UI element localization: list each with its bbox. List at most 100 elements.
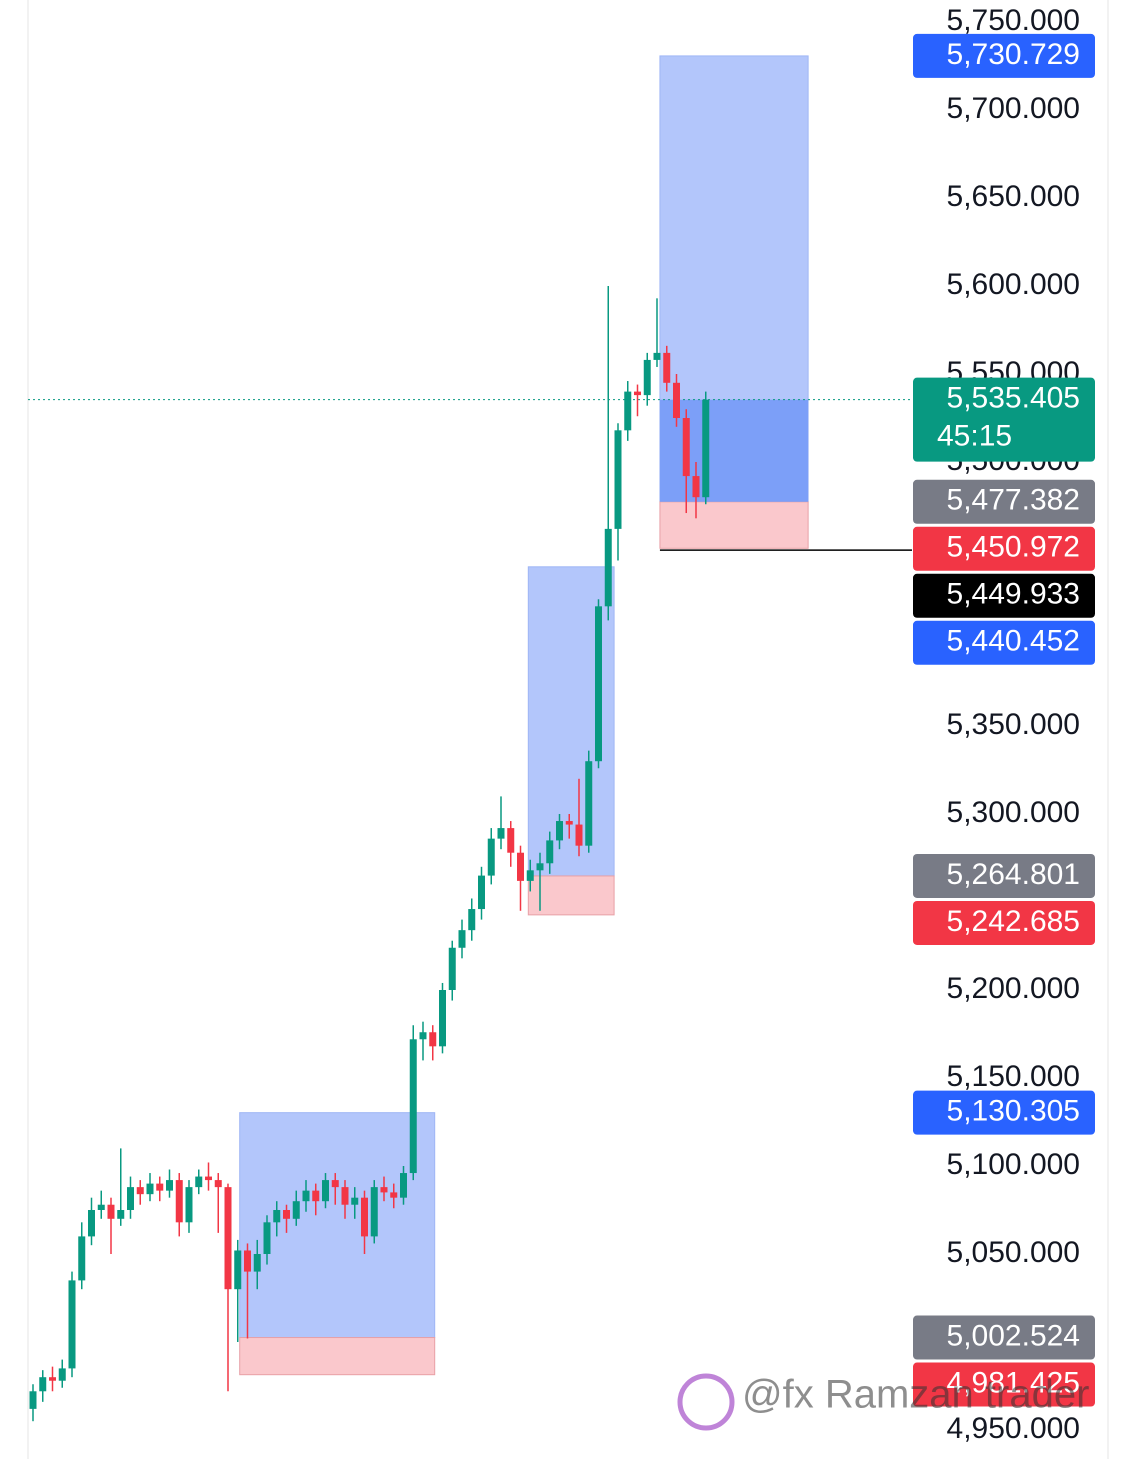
candle-body [653, 352, 661, 360]
y-tick-label: 5,350.000 [947, 708, 1080, 741]
price-badge [913, 1090, 1095, 1135]
candle-body [673, 382, 680, 418]
candle-body [224, 1187, 232, 1290]
y-tick-label: 5,300.000 [947, 796, 1080, 829]
price-badge [913, 853, 1095, 898]
price-badge-label: 5,477.382 [947, 484, 1080, 517]
candle-body [39, 1377, 47, 1392]
price-badge [913, 573, 1095, 618]
candle-body [136, 1187, 144, 1195]
candle-body [604, 528, 612, 607]
candle-body [244, 1250, 251, 1272]
price-badge [913, 900, 1095, 945]
y-tick-label: 5,700.000 [947, 92, 1080, 125]
candle-body [575, 824, 583, 846]
candle-body [624, 391, 632, 431]
candle-body [88, 1210, 95, 1237]
candle-body [595, 606, 602, 762]
y-tick-label: 5,750.000 [947, 4, 1080, 37]
candle-body [682, 418, 690, 477]
y-tick-label: 5,050.000 [947, 1236, 1080, 1269]
watermark-logo [677, 1373, 735, 1431]
candle-body [556, 821, 563, 841]
price-badge [913, 479, 1095, 524]
candle-body [107, 1204, 115, 1219]
candle-body [390, 1192, 398, 1198]
stop-zone [239, 1337, 436, 1376]
candle-body [78, 1236, 86, 1281]
candle-body [146, 1183, 154, 1195]
candle-body [331, 1180, 339, 1188]
candle-body [205, 1176, 212, 1181]
y-tick-label: 4,950.000 [947, 1412, 1080, 1445]
price-badge [913, 33, 1095, 78]
candle-body [341, 1187, 349, 1205]
open-profit-zone [659, 399, 809, 502]
candle-body [517, 852, 524, 881]
price-badge-label: 5,242.685 [947, 905, 1080, 938]
price-badge [913, 620, 1095, 665]
candle-body [253, 1254, 261, 1272]
candle-body [526, 870, 534, 881]
y-tick-label: 5,650.000 [947, 180, 1080, 213]
candle-body [302, 1190, 310, 1202]
candle-body [448, 947, 456, 990]
candle-body [439, 990, 446, 1047]
candle-body [361, 1197, 368, 1237]
y-tick-label: 5,150.000 [947, 1060, 1080, 1093]
candle-body [127, 1187, 134, 1210]
price-badge-label: 5,730.729 [947, 38, 1080, 71]
candle-body [565, 821, 573, 825]
candle-body [478, 875, 485, 910]
countdown-label: 45:15 [937, 420, 1012, 453]
price-badge [913, 526, 1095, 571]
price-badge-label: 5,449.933 [947, 578, 1080, 611]
candle-body [507, 828, 515, 853]
price-badge [913, 1362, 1095, 1407]
candle-body [97, 1204, 105, 1210]
candle-body [283, 1210, 290, 1219]
candle-body [546, 840, 554, 864]
watermark-text: @fx Ramzan trader [742, 1373, 1089, 1417]
candle-body [29, 1391, 37, 1409]
candle-body [400, 1173, 407, 1198]
price-badge-label: 5,440.452 [947, 625, 1080, 658]
price-badge [913, 1315, 1095, 1360]
candle-body [58, 1368, 66, 1381]
candle-body [312, 1190, 320, 1202]
candle-body [409, 1039, 417, 1174]
candle-body [692, 476, 700, 498]
candle-body [175, 1180, 183, 1223]
candle-body [380, 1187, 388, 1193]
candle-body [663, 352, 671, 383]
candle-body [585, 761, 593, 846]
candle-body [634, 391, 641, 396]
price-badge-label: 5,002.524 [947, 1319, 1080, 1352]
candle-body [487, 838, 495, 876]
candle-body [370, 1187, 378, 1237]
y-tick-label: 5,200.000 [947, 972, 1080, 1005]
candle-body [156, 1183, 164, 1191]
candle-body [292, 1201, 300, 1219]
candle-body [497, 828, 505, 839]
candle-body [351, 1197, 359, 1205]
candle-body [68, 1280, 76, 1369]
price-badge-label: 5,264.801 [947, 858, 1080, 891]
candle-body [214, 1180, 222, 1188]
candle-body [536, 863, 544, 871]
price-badge [913, 377, 1095, 462]
candle-body [195, 1176, 203, 1188]
candle-body [49, 1377, 56, 1381]
stop-zone [527, 875, 615, 916]
candle-body [117, 1210, 125, 1219]
candle-body [643, 359, 651, 396]
price-badge-label: 5,450.972 [947, 531, 1080, 564]
candle-body [185, 1187, 193, 1223]
candle-body [458, 930, 466, 948]
candle-body [429, 1032, 437, 1047]
y-tick-label: 5,600.000 [947, 268, 1080, 301]
price-badge-label: 4,981.425 [947, 1366, 1080, 1399]
price-badge-label: 5,130.305 [947, 1095, 1080, 1128]
stop-zone [659, 501, 809, 549]
candle-body [468, 909, 476, 931]
